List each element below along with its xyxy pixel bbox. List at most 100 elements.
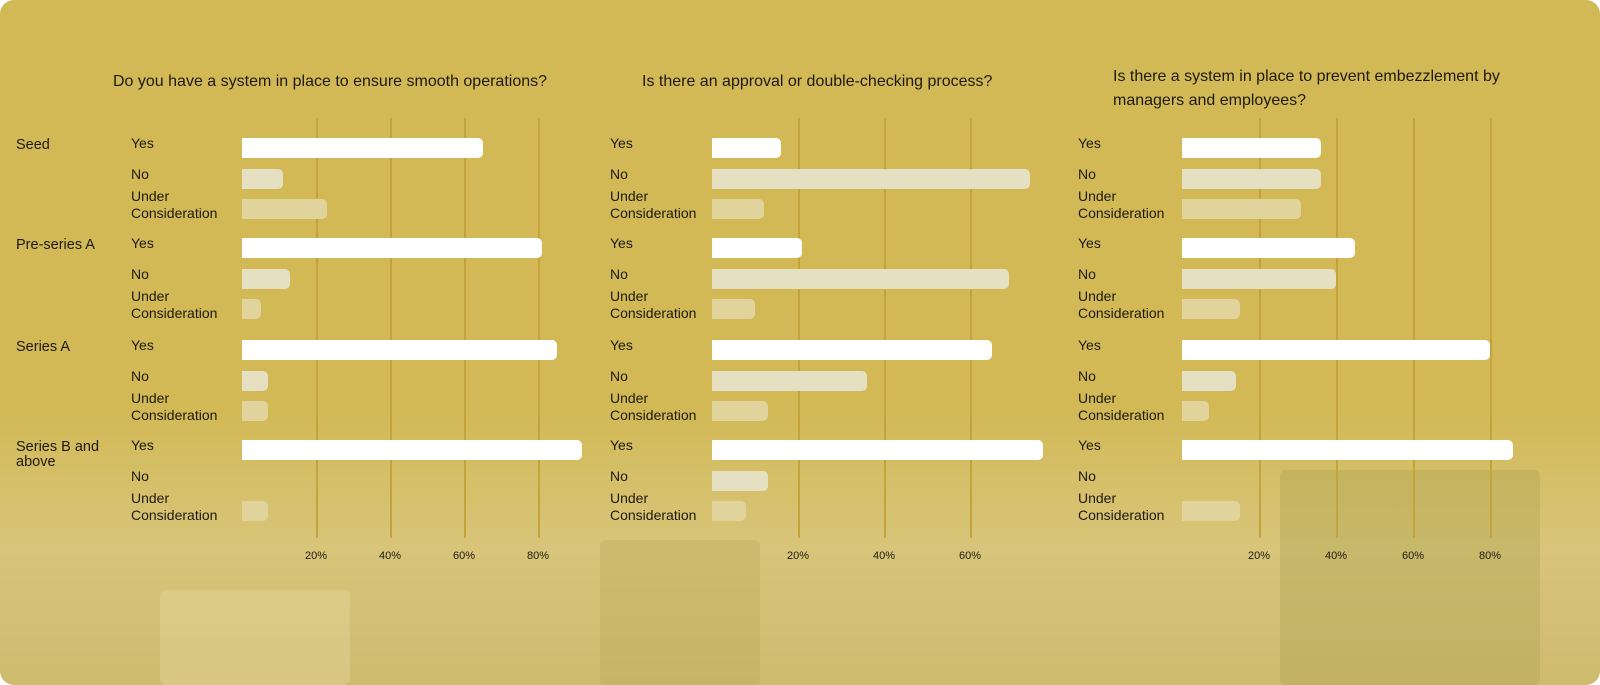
bar-yes [712, 440, 1044, 460]
option-label: Under Consideration [131, 490, 218, 523]
bar-yes [242, 138, 483, 158]
bar-yes [242, 440, 583, 460]
option-label: Yes [610, 135, 633, 151]
bar-no [712, 168, 1031, 189]
bar-under-consideration [1182, 401, 1209, 421]
tick-label: 40% [1324, 550, 1348, 562]
option-label: Yes [131, 437, 154, 453]
bar-no [712, 268, 1009, 289]
option-label: No [1078, 265, 1096, 282]
bar-no [712, 470, 768, 491]
bar-no [242, 168, 283, 189]
gridline [1259, 118, 1261, 538]
gridline [798, 118, 800, 538]
option-label: No [610, 265, 628, 282]
option-label: Yes [131, 135, 154, 151]
bar-under-consideration [712, 199, 764, 219]
option-label: Under Consideration [131, 390, 218, 423]
bar-yes [1182, 440, 1514, 460]
group-label: Series B and above [16, 439, 100, 470]
option-label: Under Consideration [1078, 390, 1165, 423]
gridline [1336, 118, 1338, 538]
tick-label: 20% [1247, 550, 1271, 562]
tick-label: 80% [1478, 550, 1502, 562]
option-label: No [1078, 165, 1096, 182]
tick-label: 60% [452, 550, 476, 562]
gridline [970, 118, 972, 538]
bar-under-consideration [712, 501, 747, 521]
chart-title: Is there an approval or double-checking … [642, 73, 993, 90]
bar-under-consideration [242, 299, 261, 319]
option-label: No [610, 367, 628, 384]
group-label: Pre-series A [16, 237, 95, 253]
bar-yes [1182, 238, 1356, 258]
option-label: Yes [1078, 337, 1101, 353]
bar-no [242, 370, 268, 391]
bar-under-consideration [712, 299, 755, 319]
option-label: No [610, 467, 628, 484]
background-plant [1280, 470, 1540, 685]
gridline [390, 118, 392, 538]
option-label: No [131, 467, 149, 484]
option-label: Under Consideration [131, 288, 218, 321]
bar-no [712, 370, 867, 391]
option-label: Under Consideration [1078, 288, 1165, 321]
bar-under-consideration [1182, 199, 1302, 219]
option-label: Yes [131, 337, 154, 353]
option-label: Yes [610, 437, 633, 453]
option-label: Under Consideration [610, 188, 697, 221]
group-label: Series A [16, 339, 70, 355]
gridline [464, 118, 466, 538]
option-label: Under Consideration [610, 288, 697, 321]
bar-under-consideration [712, 401, 768, 421]
gridline [538, 118, 540, 538]
group-label: Seed [16, 137, 50, 153]
option-label: Yes [1078, 135, 1101, 151]
background-plant [600, 540, 760, 685]
bar-no [1182, 370, 1236, 391]
tick-label: 20% [786, 550, 810, 562]
bar-yes [1182, 340, 1490, 360]
option-label: No [1078, 367, 1096, 384]
chart-title: Do you have a system in place to ensure … [113, 73, 548, 90]
bar-under-consideration [1182, 299, 1240, 319]
option-label: Under Consideration [1078, 188, 1165, 221]
tick-label: 60% [1401, 550, 1425, 562]
bar-yes [242, 340, 557, 360]
bar-no [242, 268, 291, 289]
tick-label: 40% [872, 550, 896, 562]
option-label: Under Consideration [131, 188, 218, 221]
background-table [160, 590, 350, 685]
option-label: Yes [131, 235, 154, 251]
bar-yes [242, 238, 542, 258]
option-label: Yes [1078, 437, 1101, 453]
tick-label: 60% [958, 550, 982, 562]
gridline [884, 118, 886, 538]
option-label: Under Consideration [1078, 490, 1165, 523]
bar-yes [712, 340, 992, 360]
bar-no [1182, 268, 1336, 289]
option-label: Under Consideration [610, 490, 697, 523]
bar-yes [712, 138, 781, 158]
option-label: No [1078, 467, 1096, 484]
bar-under-consideration [242, 401, 268, 421]
option-label: No [131, 367, 149, 384]
bar-no [1182, 168, 1321, 189]
option-label: Yes [1078, 235, 1101, 251]
bar-under-consideration [242, 501, 268, 521]
gridline [1413, 118, 1415, 538]
bar-under-consideration [242, 199, 328, 219]
gridline [316, 118, 318, 538]
option-label: No [131, 265, 149, 282]
chart-title: Is there a system in place to prevent em… [1113, 68, 1500, 109]
option-label: Yes [610, 337, 633, 353]
tick-label: 80% [526, 550, 550, 562]
option-label: Yes [610, 235, 633, 251]
gridline [1490, 118, 1492, 538]
bar-under-consideration [1182, 501, 1240, 521]
tick-label: 20% [304, 550, 328, 562]
bar-yes [1182, 138, 1321, 158]
bar-yes [712, 238, 803, 258]
tick-label: 40% [378, 550, 402, 562]
